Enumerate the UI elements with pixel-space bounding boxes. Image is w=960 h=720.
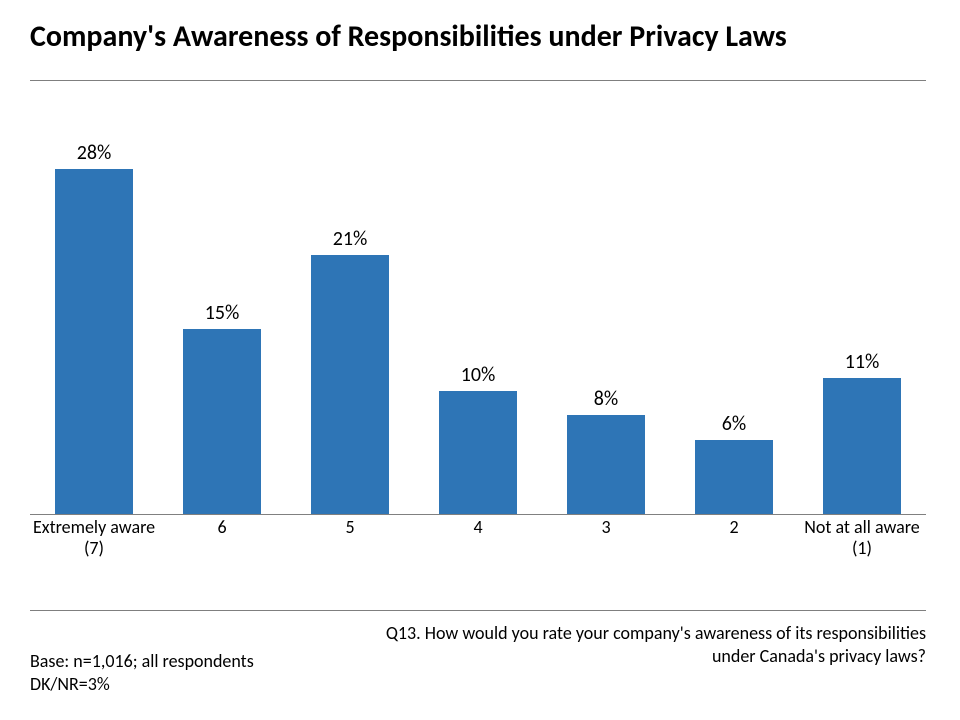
bar-2	[311, 255, 389, 514]
bar-value-label: 10%	[414, 363, 542, 387]
bar-slot-0: 28%	[30, 169, 158, 514]
x-label-2: 5	[286, 517, 414, 558]
x-label-3: 4	[414, 517, 542, 558]
bars-container: 28% 15% 21% 10% 8%	[30, 144, 926, 514]
bar-slot-1: 15%	[158, 329, 286, 514]
plot-area: 28% 15% 21% 10% 8%	[30, 145, 926, 515]
rule-bottom	[30, 610, 926, 611]
bar-value-label: 28%	[30, 141, 158, 165]
chart-title: Company's Awareness of Responsibilities …	[30, 18, 787, 55]
bar-slot-4: 8%	[542, 415, 670, 514]
x-label-6: Not at all aware (1)	[798, 517, 926, 558]
x-label-5: 2	[670, 517, 798, 558]
bar-value-label: 8%	[542, 387, 670, 411]
bar-1	[183, 329, 261, 514]
rule-top	[30, 80, 926, 81]
bar-value-label: 15%	[158, 301, 286, 325]
question-text: Q13. How would you rate your company's a…	[386, 622, 926, 667]
slide: Company's Awareness of Responsibilities …	[0, 0, 960, 720]
bar-4	[567, 415, 645, 514]
bar-value-label: 21%	[286, 227, 414, 251]
base-text: Base: n=1,016; all respondents DK/NR=3%	[30, 650, 254, 697]
x-label-4: 3	[542, 517, 670, 558]
bar-5	[695, 440, 773, 514]
x-label-1: 6	[158, 517, 286, 558]
bar-value-label: 6%	[670, 412, 798, 436]
bar-slot-3: 10%	[414, 391, 542, 514]
bar-0	[55, 169, 133, 514]
bar-slot-5: 6%	[670, 440, 798, 514]
bar-slot-2: 21%	[286, 255, 414, 514]
bar-chart: 28% 15% 21% 10% 8%	[30, 145, 926, 565]
bar-3	[439, 391, 517, 514]
bar-slot-6: 11%	[798, 378, 926, 514]
x-axis-labels: Extremely aware (7) 6 5 4 3 2 Not at all…	[30, 517, 926, 558]
x-label-0: Extremely aware (7)	[30, 517, 158, 558]
bar-value-label: 11%	[798, 350, 926, 374]
bar-6	[823, 378, 901, 514]
